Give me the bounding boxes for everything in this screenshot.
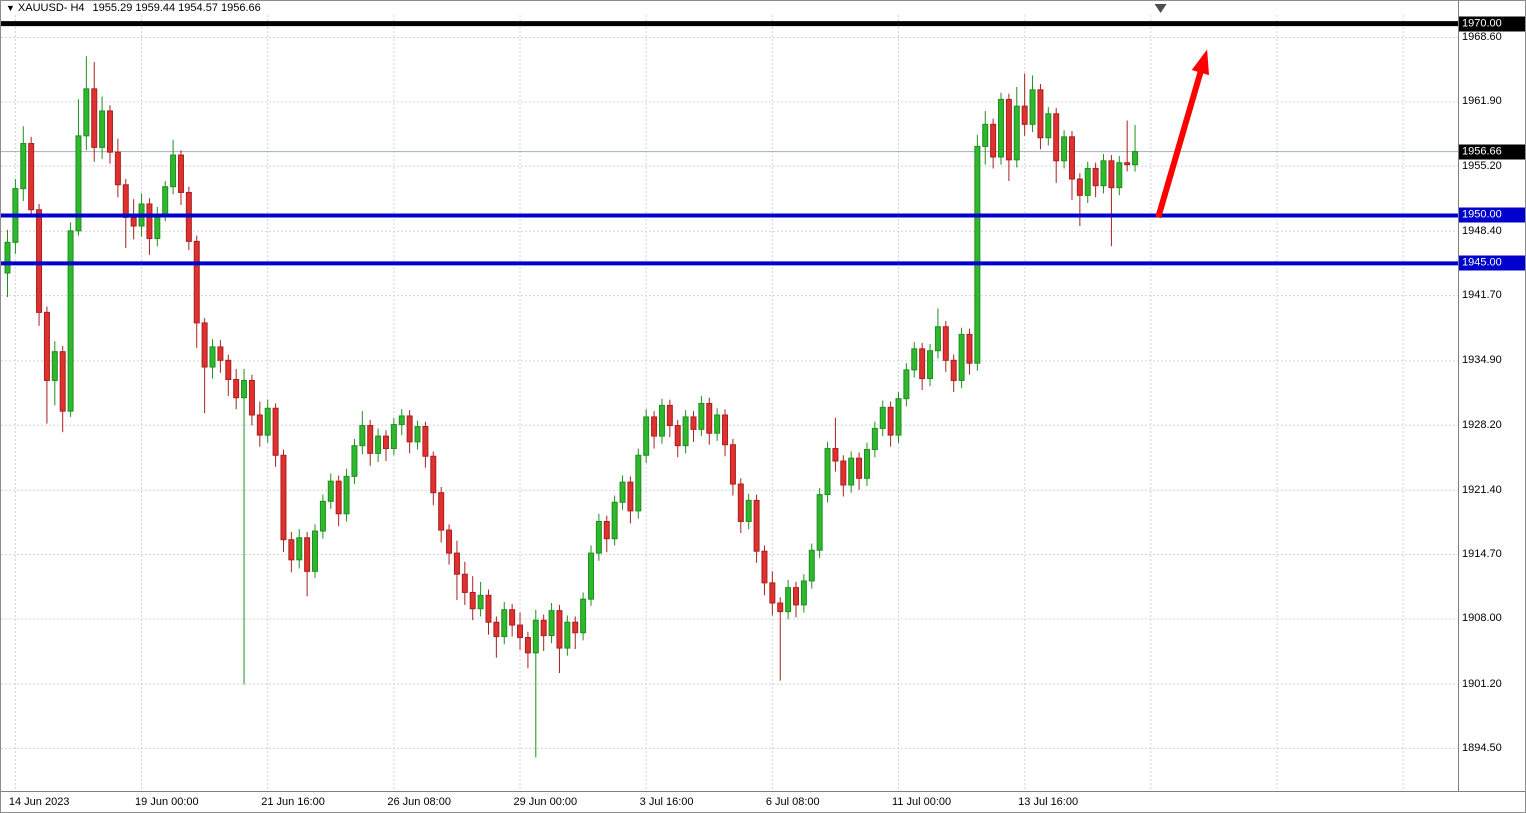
y-axis-label: 1955.20 [1462, 159, 1502, 172]
x-axis-label: 29 Jun 00:00 [513, 796, 578, 808]
x-axis-label: 11 Jul 00:00 [892, 796, 952, 808]
y-axis-label: 1894.50 [1462, 741, 1502, 754]
time-scale[interactable]: 14 Jun 2023 19 Jun 00:00 21 Jun 16:00 26 Ju… [1, 791, 1525, 812]
chart-title: ▼ XAUUSD- H4 1955.29 1959.44 1954.57 1956.… [6, 2, 261, 14]
y-axis-label: 1914.70 [1462, 548, 1502, 561]
current-price-badge: 1956.66 [1459, 144, 1525, 160]
candlestick-chart-area[interactable] [1, 1, 1458, 791]
y-axis-label: 1934.90 [1462, 354, 1502, 367]
price-level-badge: 1970.00 [1459, 16, 1525, 32]
trend-arrow[interactable] [1155, 49, 1210, 219]
x-axis-label: 19 Jun 00:00 [135, 796, 199, 808]
y-axis-label: 1968.60 [1462, 31, 1502, 44]
y-axis-label: 1901.20 [1462, 677, 1502, 690]
x-axis-label: 6 Jul 08:00 [765, 796, 820, 808]
chart-title-symbol: XAUUSD- H4 [17, 2, 85, 14]
symbol-marker-icon: ▼ [6, 3, 15, 13]
down-triangle-marker-icon[interactable] [1154, 4, 1167, 13]
grid-lines [1, 15, 1458, 791]
price-scale[interactable]: 1968.60 1961.90 1955.20 1948.40 1941.70 1934.… [1458, 1, 1525, 791]
chart-title-ohlc: 1955.29 1959.44 1954.57 1956.66 [92, 2, 261, 14]
x-axis-label: 3 Jul 16:00 [639, 796, 694, 808]
x-axis-label: 26 Jun 08:00 [387, 796, 451, 808]
y-axis-label: 1928.20 [1462, 418, 1502, 431]
y-axis-label: 1908.00 [1462, 612, 1502, 625]
y-axis-label: 1921.40 [1462, 483, 1502, 496]
x-axis-label: 14 Jun 2023 [8, 796, 70, 808]
x-axis-label: 13 Jul 16:00 [1018, 796, 1079, 808]
x-axis-label: 21 Jun 16:00 [261, 796, 325, 808]
price-level-badge: 1945.00 [1459, 255, 1525, 271]
price-level-badge: 1950.00 [1459, 207, 1525, 223]
y-axis-label: 1961.90 [1462, 95, 1502, 108]
candlestick-series [4, 56, 1139, 758]
y-axis-label: 1948.40 [1462, 224, 1502, 237]
y-axis-label: 1941.70 [1462, 289, 1502, 302]
